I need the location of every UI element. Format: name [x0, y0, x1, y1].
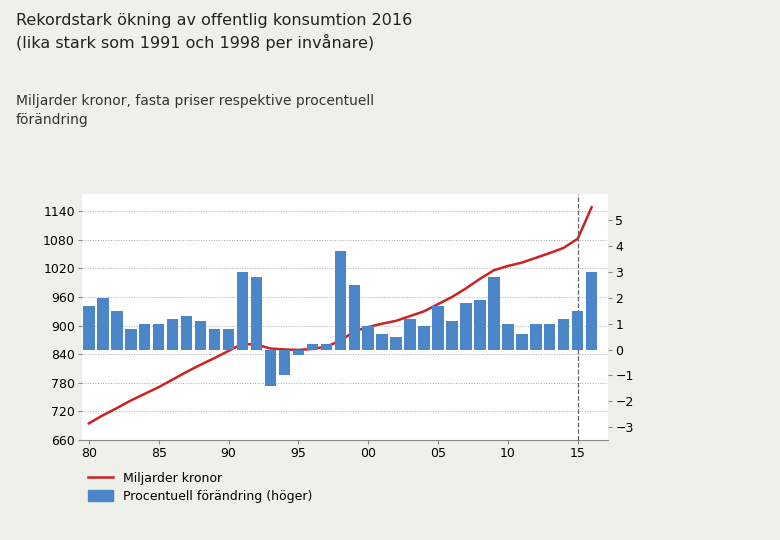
Bar	[223, 329, 234, 349]
Bar	[572, 311, 583, 349]
Bar	[530, 323, 541, 349]
Bar	[139, 323, 151, 349]
Bar	[209, 329, 220, 349]
Bar	[307, 345, 318, 349]
Bar	[250, 277, 262, 349]
Bar	[237, 272, 248, 349]
Text: Rekordstark ökning av offentlig konsumtion 2016
(lika stark som 1991 och 1998 pe: Rekordstark ökning av offentlig konsumti…	[16, 14, 412, 51]
Bar	[432, 306, 444, 349]
Bar	[363, 326, 374, 349]
Bar	[264, 349, 276, 386]
Bar	[181, 316, 193, 349]
Bar	[349, 285, 360, 349]
Bar	[377, 334, 388, 349]
Bar	[292, 349, 304, 355]
Bar	[111, 311, 122, 349]
Bar	[404, 319, 416, 349]
Bar	[391, 336, 402, 349]
Bar	[153, 323, 165, 349]
Bar	[83, 306, 94, 349]
Bar	[418, 326, 430, 349]
Legend: Miljarder kronor, Procentuell förändring (höger): Miljarder kronor, Procentuell förändring…	[88, 471, 313, 503]
Bar	[460, 303, 472, 349]
Bar	[474, 300, 486, 349]
Bar	[278, 349, 290, 375]
Bar	[516, 334, 527, 349]
Bar	[167, 319, 179, 349]
Bar	[502, 323, 513, 349]
Bar	[586, 272, 597, 349]
Bar	[98, 298, 108, 349]
Bar	[544, 323, 555, 349]
Bar	[125, 329, 136, 349]
Bar	[335, 251, 346, 349]
Text: Miljarder kronor, fasta priser respektive procentuell
förändring: Miljarder kronor, fasta priser respektiv…	[16, 94, 374, 127]
Bar	[558, 319, 569, 349]
Bar	[195, 321, 207, 349]
Bar	[321, 345, 332, 349]
Bar	[446, 321, 458, 349]
Bar	[488, 277, 500, 349]
